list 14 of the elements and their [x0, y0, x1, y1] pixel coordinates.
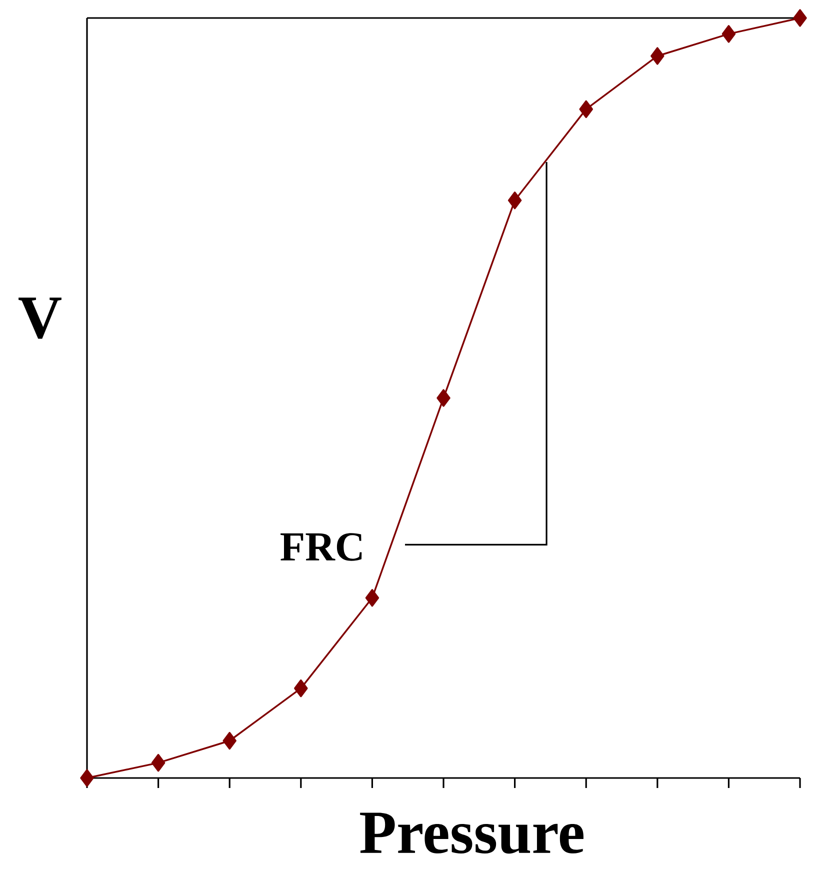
point	[793, 9, 807, 27]
point	[294, 679, 308, 698]
point	[222, 732, 236, 750]
point	[436, 389, 450, 407]
point	[579, 100, 593, 118]
point	[508, 192, 522, 210]
annotation: FRC	[280, 533, 362, 561]
point	[151, 754, 166, 772]
y-axis-title: V	[18, 298, 62, 339]
x-axis-title: Pressure	[360, 812, 584, 854]
point	[80, 769, 94, 787]
point	[650, 47, 664, 65]
point	[722, 25, 736, 43]
point	[365, 589, 380, 607]
